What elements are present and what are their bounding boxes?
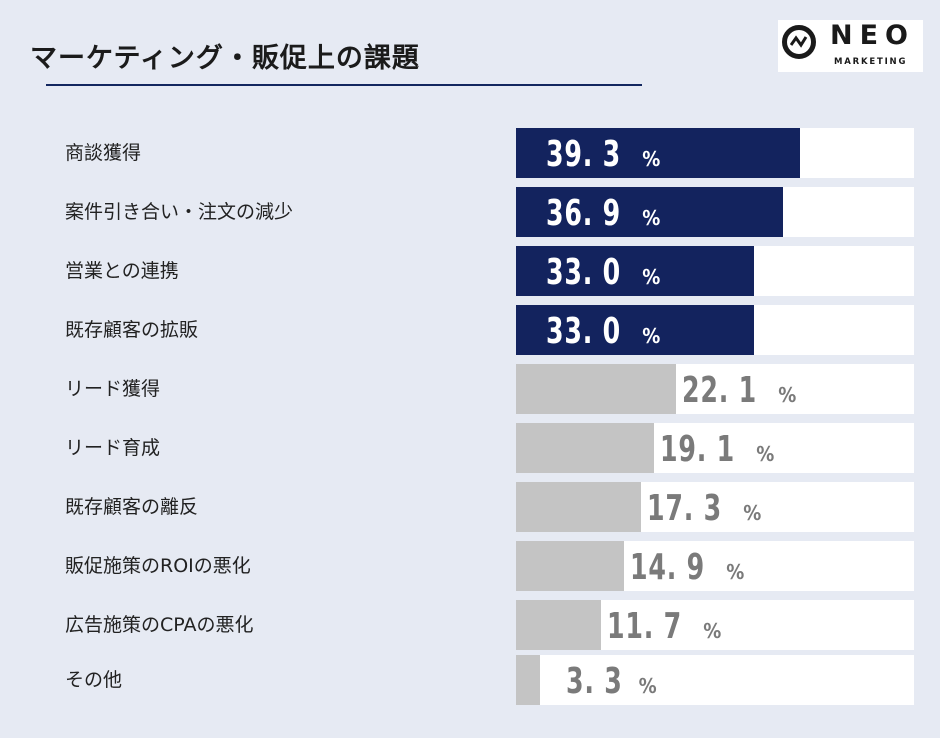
category-label: 既存顧客の離反 bbox=[65, 496, 199, 518]
category-label: 既存顧客の拡販 bbox=[65, 319, 199, 341]
percent-sign: % bbox=[726, 560, 745, 584]
bar bbox=[516, 246, 754, 296]
bar-track: 14. 9% bbox=[516, 541, 914, 591]
value-number: 39. 3 bbox=[546, 134, 622, 175]
bar-row: リード獲得 22. 1% bbox=[0, 364, 940, 414]
category-label: 販促施策のROIの悪化 bbox=[65, 555, 251, 577]
value-label: 22. 1% bbox=[682, 364, 796, 414]
percent-sign: % bbox=[638, 674, 657, 698]
value-number: 33. 0 bbox=[546, 311, 622, 352]
value-number: 19. 1 bbox=[660, 429, 736, 470]
bar bbox=[516, 128, 800, 178]
category-label: 営業との連携 bbox=[65, 260, 179, 282]
bar-row: 販促施策のROIの悪化 14. 9% bbox=[0, 541, 940, 591]
percent-sign: % bbox=[778, 383, 797, 407]
bar bbox=[516, 423, 654, 473]
bar bbox=[516, 541, 624, 591]
bar bbox=[516, 600, 601, 650]
logo-word: NEO bbox=[830, 20, 915, 51]
bar-track: 11. 7% bbox=[516, 600, 914, 650]
bar-row: 商談獲得 39. 3% bbox=[0, 128, 940, 178]
bar bbox=[516, 482, 641, 532]
category-label: リード育成 bbox=[65, 437, 161, 459]
logo-subtitle: MARKETING bbox=[834, 57, 908, 67]
bar bbox=[516, 187, 783, 237]
bar-row: 既存顧客の離反 17. 3% bbox=[0, 482, 940, 532]
title-underline bbox=[46, 84, 642, 86]
bar-track: 19. 1% bbox=[516, 423, 914, 473]
bar-track: 22. 1% bbox=[516, 364, 914, 414]
value-label: 39. 3% bbox=[546, 128, 660, 178]
bar-track: 17. 3% bbox=[516, 482, 914, 532]
value-label: 33. 0% bbox=[546, 305, 660, 355]
category-label: 商談獲得 bbox=[65, 142, 142, 164]
bar-row: 既存顧客の拡販 33. 0% bbox=[0, 305, 940, 355]
bar-row: 広告施策のCPAの悪化 11. 7% bbox=[0, 600, 940, 650]
value-number: 14. 9 bbox=[630, 547, 706, 588]
percent-sign: % bbox=[642, 265, 661, 289]
bar bbox=[516, 364, 676, 414]
bar-row: リード育成 19. 1% bbox=[0, 423, 940, 473]
category-label: リード獲得 bbox=[65, 378, 161, 400]
category-label: 案件引き合い・注文の減少 bbox=[65, 201, 294, 223]
category-label: 広告施策のCPAの悪化 bbox=[65, 614, 254, 636]
logo-pulse-icon bbox=[782, 25, 816, 59]
category-label: その他 bbox=[65, 669, 123, 691]
percent-sign: % bbox=[703, 619, 722, 643]
value-number: 11. 7 bbox=[607, 606, 683, 647]
value-number: 22. 1 bbox=[682, 370, 758, 411]
value-label: 17. 3% bbox=[647, 482, 761, 532]
bar-track: 36. 9% bbox=[516, 187, 914, 237]
bar-row: その他 3. 3% bbox=[0, 655, 940, 705]
bar-track: 33. 0% bbox=[516, 246, 914, 296]
percent-sign: % bbox=[743, 501, 762, 525]
value-number: 36. 9 bbox=[546, 193, 622, 234]
value-number: 17. 3 bbox=[647, 488, 723, 529]
percent-sign: % bbox=[642, 324, 661, 348]
percent-sign: % bbox=[642, 206, 661, 230]
percent-sign: % bbox=[642, 147, 661, 171]
value-label: 11. 7% bbox=[607, 600, 721, 650]
neo-marketing-logo: NEO MARKETING bbox=[778, 20, 923, 72]
bar-track: 33. 0% bbox=[516, 305, 914, 355]
bar bbox=[516, 655, 540, 705]
percent-sign: % bbox=[756, 442, 775, 466]
bar-row: 案件引き合い・注文の減少 36. 9% bbox=[0, 187, 940, 237]
value-label: 3. 3% bbox=[566, 655, 657, 705]
value-label: 33. 0% bbox=[546, 246, 660, 296]
page-title: マーケティング・販促上の課題 bbox=[30, 43, 420, 74]
value-label: 36. 9% bbox=[546, 187, 660, 237]
bar-row: 営業との連携 33. 0% bbox=[0, 246, 940, 296]
bar bbox=[516, 305, 754, 355]
value-label: 19. 1% bbox=[660, 423, 774, 473]
value-label: 14. 9% bbox=[630, 541, 744, 591]
bar-track: 3. 3% bbox=[516, 655, 914, 705]
value-number: 3. 3 bbox=[566, 661, 623, 702]
bar-track: 39. 3% bbox=[516, 128, 914, 178]
value-number: 33. 0 bbox=[546, 252, 622, 293]
